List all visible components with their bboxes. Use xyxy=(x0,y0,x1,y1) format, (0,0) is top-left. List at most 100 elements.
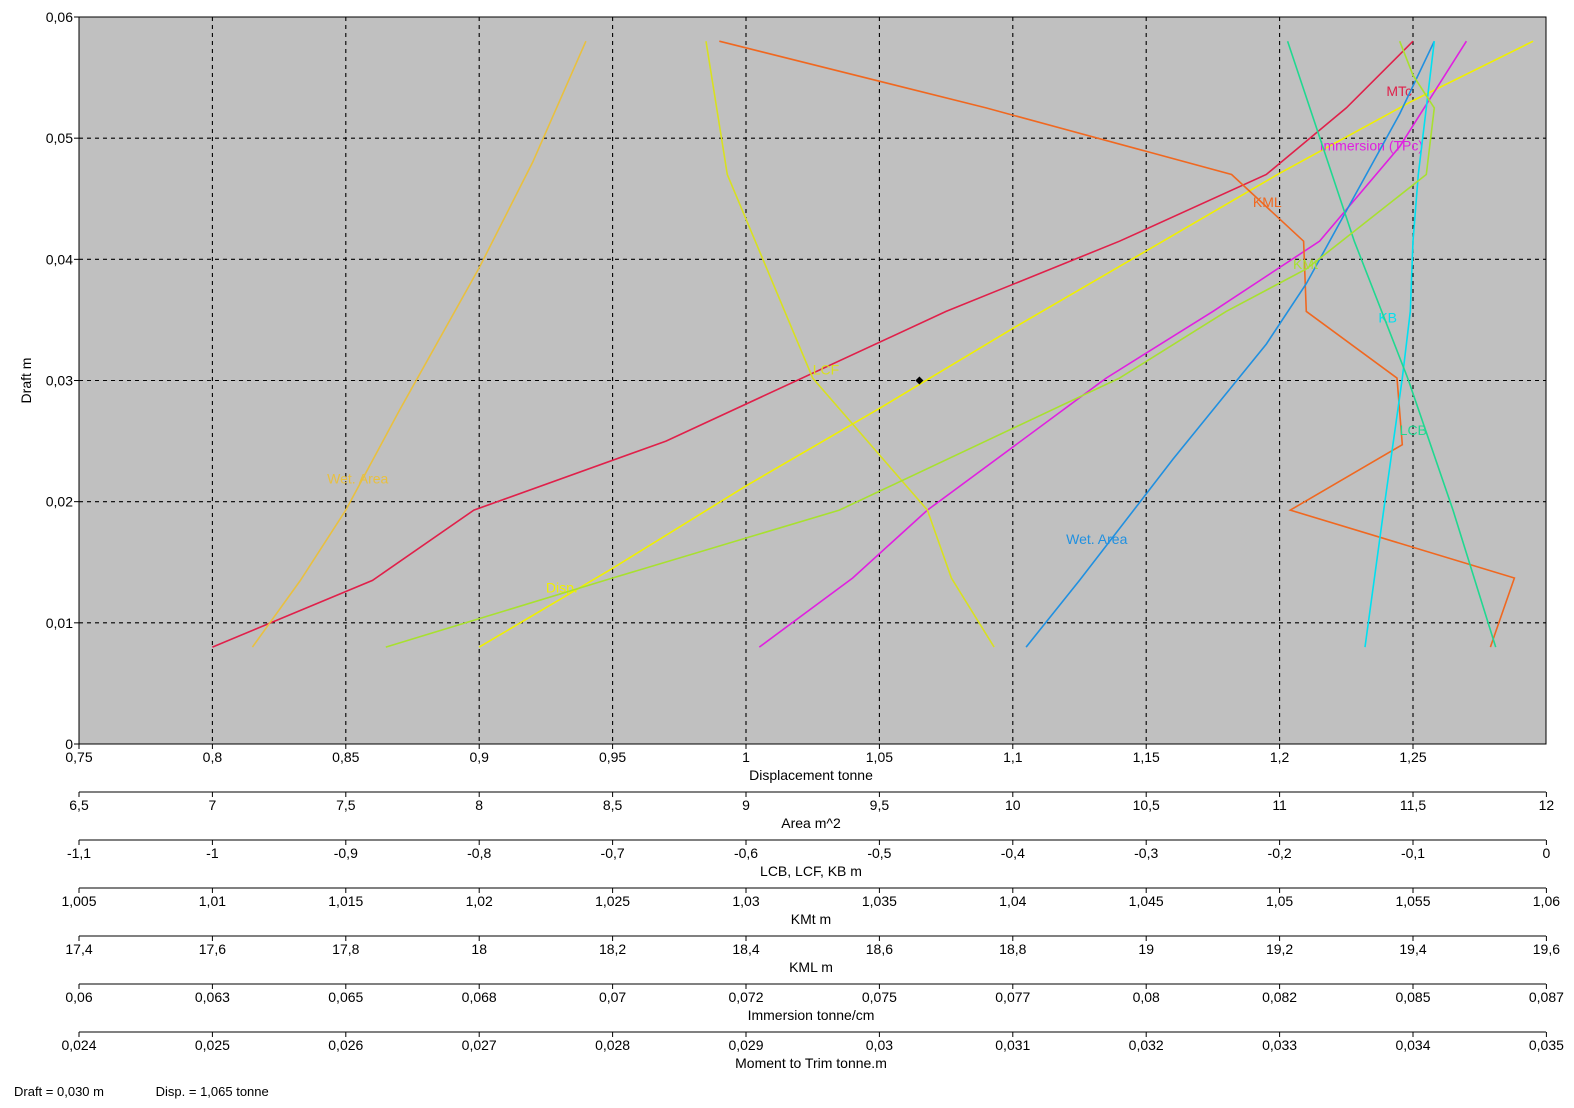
x-tick-label: 0,085 xyxy=(1395,989,1430,1005)
x-tick-label: 1,25 xyxy=(1399,749,1426,765)
x-tick-label: 0 xyxy=(1543,845,1551,861)
x-axes: 0,75 0,8 0,85 0,9 0,95 1 1,05 1,1 1,15 1,2 1,25 Dis… xyxy=(61,743,1564,1071)
x-tick-label: -0,7 xyxy=(601,845,625,861)
x-tick-label: -0,5 xyxy=(867,845,891,861)
x-tick-label: 19,6 xyxy=(1533,941,1560,957)
x-axis-title-0: Displacement tonne xyxy=(749,767,873,783)
x-tick-label: 1,025 xyxy=(595,893,630,909)
x-tick-label: 19,4 xyxy=(1399,941,1426,957)
y-axis: 0 0,01 0,02 0,03 0,04 0,05 0,06 Draft m xyxy=(18,9,79,752)
x-tick-label: 18,2 xyxy=(599,941,626,957)
x-tick-label: 0,027 xyxy=(462,1037,497,1053)
x-tick-label: -0,4 xyxy=(1001,845,1025,861)
x-tick-label: 1,01 xyxy=(199,893,226,909)
y-axis-title: Draft m xyxy=(18,358,34,404)
x-tick-label: 6,5 xyxy=(69,797,89,813)
x-axis-title-2: LCB, LCF, KB m xyxy=(760,863,862,879)
y-tick-label: 0,01 xyxy=(46,615,73,631)
x-tick-label: 1,02 xyxy=(466,893,493,909)
x-tick-label: 0,063 xyxy=(195,989,230,1005)
x-tick-label: 0,028 xyxy=(595,1037,630,1053)
series-line-5 xyxy=(1364,41,1436,648)
x-tick-label: 9 xyxy=(742,797,750,813)
x-tick-label: 1 xyxy=(742,749,750,765)
series-line-9 xyxy=(251,40,587,648)
x-tick-label: 0,087 xyxy=(1529,989,1564,1005)
x-tick-label: 0,029 xyxy=(728,1037,763,1053)
x-tick-label: 0,072 xyxy=(728,989,763,1005)
draft-readout-label: Draft = xyxy=(14,1084,54,1099)
x-tick-label: 0,068 xyxy=(462,989,497,1005)
x-tick-label: -0,6 xyxy=(734,845,758,861)
x-tick-label: 1,015 xyxy=(328,893,363,909)
x-tick-label: 1,03 xyxy=(732,893,759,909)
x-tick-label: 18,4 xyxy=(732,941,759,957)
series-label-3: KML xyxy=(1253,194,1282,210)
series-line-1 xyxy=(212,40,1414,648)
series-label-2: Immersion (TPc) xyxy=(1320,137,1423,153)
x-tick-label: 0,075 xyxy=(862,989,897,1005)
series-line-0 xyxy=(478,40,1534,648)
x-tick-label: 7 xyxy=(209,797,217,813)
x-tick-label: 9,5 xyxy=(870,797,890,813)
x-tick-label: 7,5 xyxy=(336,797,356,813)
x-tick-label: 0,082 xyxy=(1262,989,1297,1005)
series-line-2 xyxy=(758,40,1468,648)
y-tick-label: 0,06 xyxy=(46,9,73,25)
x-tick-label: 0,035 xyxy=(1529,1037,1564,1053)
y-tick-label: 0 xyxy=(65,736,73,752)
x-tick-label: 1,05 xyxy=(1266,893,1293,909)
x-tick-label: 1,15 xyxy=(1133,749,1160,765)
draft-readout-value: 0,030 m xyxy=(57,1084,104,1099)
x-tick-label: 0,95 xyxy=(599,749,626,765)
x-tick-label: 19 xyxy=(1138,941,1154,957)
x-tick-label: 1,035 xyxy=(862,893,897,909)
x-tick-label: 10 xyxy=(1005,797,1021,813)
x-tick-label: 11,5 xyxy=(1400,797,1426,813)
readout-bar: Draft = 0,030 m Disp. = 1,065 tonne xyxy=(14,1084,269,1099)
x-tick-label: 8 xyxy=(475,797,483,813)
disp-readout-label: Disp. = xyxy=(155,1084,197,1099)
x-tick-label: 1,06 xyxy=(1533,893,1560,909)
series-label-7: LCF xyxy=(813,361,839,377)
series-line-4 xyxy=(1025,40,1436,648)
x-tick-label: 0,025 xyxy=(195,1037,230,1053)
draft-marker xyxy=(915,376,924,385)
x-tick-label: 18,8 xyxy=(999,941,1026,957)
series-label-8: KMt xyxy=(1293,256,1318,272)
x-tick-label: 1,055 xyxy=(1395,893,1430,909)
x-tick-label: 17,6 xyxy=(199,941,226,957)
x-tick-label: 8,5 xyxy=(603,797,623,813)
x-tick-label: 12 xyxy=(1539,797,1555,813)
x-tick-label: 18 xyxy=(471,941,487,957)
x-tick-label: 1,2 xyxy=(1270,749,1290,765)
x-tick-label: 18,6 xyxy=(866,941,893,957)
grid-lines xyxy=(79,16,1546,744)
x-tick-label: 1,045 xyxy=(1129,893,1164,909)
y-tick-label: 0,02 xyxy=(46,494,73,510)
x-tick-label: 1,1 xyxy=(1003,749,1023,765)
series-line-3 xyxy=(719,40,1516,648)
x-tick-label: 0,031 xyxy=(995,1037,1030,1053)
x-tick-label: 1,005 xyxy=(61,893,96,909)
x-tick-label: 0,8 xyxy=(203,749,223,765)
x-tick-label: 0,07 xyxy=(599,989,626,1005)
series-line-7 xyxy=(705,41,995,648)
x-tick-label: 0,03 xyxy=(866,1037,893,1053)
series-label-1: MTc xyxy=(1386,83,1412,99)
y-tick-label: 0,03 xyxy=(46,373,73,389)
disp-readout-value: 1,065 tonne xyxy=(200,1084,269,1099)
x-tick-label: 0,9 xyxy=(469,749,489,765)
x-axis-title-4: KML m xyxy=(789,959,833,975)
x-tick-label: 0,032 xyxy=(1129,1037,1164,1053)
x-tick-label: 11 xyxy=(1272,797,1287,813)
x-tick-label: -0,2 xyxy=(1268,845,1292,861)
x-tick-label: 17,8 xyxy=(332,941,359,957)
x-tick-label: 0,08 xyxy=(1133,989,1160,1005)
x-tick-label: 19,2 xyxy=(1266,941,1293,957)
series-line-8 xyxy=(385,40,1436,648)
x-tick-label: 10,5 xyxy=(1133,797,1160,813)
x-tick-label: 1,05 xyxy=(866,749,893,765)
